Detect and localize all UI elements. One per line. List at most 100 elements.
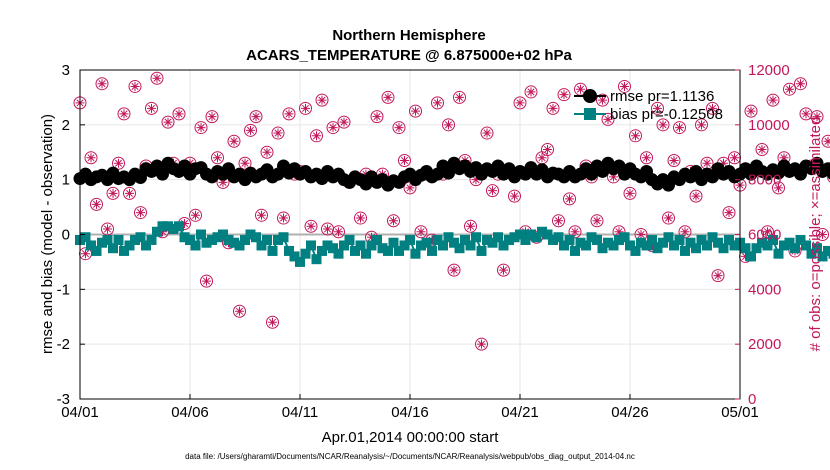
bias-point [707,232,718,243]
bias-point [696,234,707,245]
y-right-tick-label-0: 0 [748,391,756,408]
obs-point [475,337,488,351]
bias-point [773,248,784,259]
obs-point [354,211,367,225]
x-axis-ticks: 04/01 04/06 04/11 04/16 04/21 04/26 05/01 [61,394,759,421]
obs-point [211,151,224,165]
bias-point [520,234,531,245]
bias-point [179,232,190,243]
obs-point [821,134,830,148]
bias-point [597,243,608,254]
obs-point [161,115,175,129]
obs-point [464,219,477,233]
obs-point [656,118,670,132]
bias-point [498,240,509,251]
bias-point [779,240,789,251]
bias-point [432,234,443,245]
obs-point [810,110,824,124]
obs-point [299,101,312,115]
bias-point [746,251,756,262]
obs-point [172,107,186,121]
bias-point [460,234,470,245]
bias-point [476,245,487,256]
bias-point [751,243,762,254]
obs-point [249,110,263,124]
y-right-tick-label-3: 6000 [748,227,781,244]
obs-point [618,79,631,93]
bias-point [267,245,278,256]
obs-point [150,71,164,85]
bias-point [581,240,591,251]
obs-point [662,211,675,225]
bias-point [515,229,525,240]
obs-point [332,225,345,239]
obs-point [442,118,455,132]
bias-point [328,243,338,254]
obs-point [381,90,395,104]
bias-point [251,232,261,243]
x-tick-label-3: 04/16 [391,404,429,421]
y-right-tick-label-6: 12000 [748,62,790,79]
obs-point [783,82,796,96]
y-right-tick-label-2: 4000 [748,281,781,298]
y-axis-right-label: # of obs: o=possible; ×=assimilated [807,117,824,352]
obs-point [95,77,109,91]
bias-point [416,240,426,251]
bias-point [300,248,311,259]
obs-point [772,181,785,195]
obs-point [535,151,549,165]
obs-point [629,129,642,143]
rmse-point [827,168,830,180]
bias-point [641,240,652,251]
obs-point [480,126,494,140]
obs-point [706,101,719,115]
bias-point [119,245,129,256]
bias-point [152,226,162,237]
bias-point [647,234,657,245]
obs-point [695,118,708,132]
bias-point [482,234,492,245]
obs-point [596,93,609,107]
bias-point [790,243,800,254]
obs-point [794,77,807,91]
bias-point [278,232,289,243]
bias-point [399,240,410,251]
obs-point [513,96,527,110]
obs-point [117,107,131,121]
bias-point [223,234,234,245]
bias-point [812,243,822,254]
bias-point [603,237,613,248]
obs-point [497,263,510,277]
obs-point [90,197,103,211]
obs-point [728,151,741,165]
bias-point [377,243,388,254]
legend-bias-label: bias pr=-0.12508 [610,106,723,123]
bias-point [102,234,113,245]
bias-point [586,232,597,243]
bias-point [405,234,415,245]
bias-point [526,229,536,240]
bias-point [636,237,646,248]
bias-point [295,256,305,267]
obs-point [766,93,780,107]
bias-point [680,245,690,256]
bias-point [608,240,619,251]
bias-point [322,240,333,251]
obs-point [326,121,340,135]
bias-point [504,234,514,245]
bias-point [614,234,624,245]
obs-point [310,129,323,143]
bias-point [311,254,322,265]
obs-point [563,192,576,206]
obs-point [755,143,769,157]
bias-point [185,234,195,245]
obs-point [112,156,125,170]
obs-point [244,123,257,137]
obs-point [667,153,681,167]
bias-point [146,234,157,245]
bias-point [658,237,668,248]
y-left-tick-label-6: 3 [62,62,70,79]
bias-point [80,232,91,243]
obs-point [568,225,582,239]
obs-point [744,104,758,118]
